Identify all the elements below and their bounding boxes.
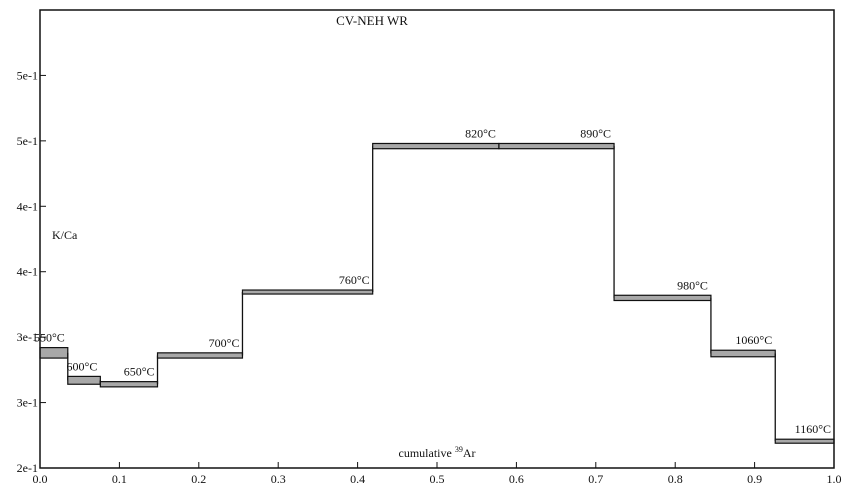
step-box bbox=[67, 375, 101, 385]
chart-title: CV-NEH WR bbox=[336, 13, 408, 28]
step-box bbox=[39, 347, 69, 359]
y-tick-label: 3e-1 bbox=[17, 396, 38, 410]
step-label: 820°C bbox=[465, 126, 496, 140]
y-tick-label: 2e-1 bbox=[17, 461, 38, 475]
y-tick-label: 4e-1 bbox=[17, 265, 38, 279]
x-axis-label-prefix: cumulative bbox=[399, 446, 455, 460]
step-label: 600°C bbox=[67, 359, 98, 373]
x-axis: 0.0 0.1 0.2 0.3 0.4 0.5 0.6 0.7 0.8 0.9 1.0 bbox=[33, 462, 842, 486]
x-tick-label: 0.6 bbox=[509, 472, 524, 486]
step-label: 980°C bbox=[677, 278, 708, 292]
x-tick-label: 1.0 bbox=[827, 472, 842, 486]
step-box bbox=[498, 142, 615, 150]
step-box bbox=[99, 381, 159, 388]
x-axis-label-suffix: Ar bbox=[463, 446, 476, 460]
x-tick-label: 0.3 bbox=[271, 472, 286, 486]
y-tick-label: 5e-1 bbox=[17, 134, 38, 148]
x-axis-label-superscript: 39 bbox=[455, 445, 463, 454]
step-box bbox=[156, 352, 244, 359]
y-tick-label: 4e-1 bbox=[17, 199, 38, 213]
y-axis: 2e-1 3e-1 3e-1 4e-1 4e-1 5e-1 5e-1 bbox=[17, 68, 46, 475]
step-label: 760°C bbox=[339, 273, 370, 287]
step-box bbox=[372, 142, 500, 150]
y-tick-label: 3e-1 bbox=[17, 330, 38, 344]
x-tick-label: 0.2 bbox=[191, 472, 206, 486]
plot-frame bbox=[39, 9, 835, 469]
x-tick-label: 0.1 bbox=[112, 472, 127, 486]
step-label: 650°C bbox=[124, 365, 155, 379]
step-label: 1060°C bbox=[735, 333, 772, 347]
step-label: 1160°C bbox=[795, 422, 831, 436]
x-tick-label: 0.0 bbox=[33, 472, 48, 486]
y-axis-label: K/Ca bbox=[52, 228, 78, 242]
step-box bbox=[774, 438, 835, 444]
x-tick-label: 0.8 bbox=[668, 472, 683, 486]
y-tick-label: 5e-1 bbox=[17, 68, 38, 82]
steps-layer bbox=[39, 142, 835, 444]
step-label: 890°C bbox=[580, 126, 611, 140]
step-label: 700°C bbox=[209, 336, 240, 350]
step-box bbox=[710, 349, 776, 358]
x-tick-label: 0.9 bbox=[747, 472, 762, 486]
x-tick-label: 0.7 bbox=[588, 472, 603, 486]
step-label: 550°C bbox=[34, 331, 65, 345]
x-tick-label: 0.5 bbox=[430, 472, 445, 486]
step-box bbox=[241, 289, 374, 295]
x-axis-label: cumulative 39Ar bbox=[399, 445, 476, 460]
step-box bbox=[613, 294, 712, 302]
x-tick-label: 0.4 bbox=[350, 472, 365, 486]
